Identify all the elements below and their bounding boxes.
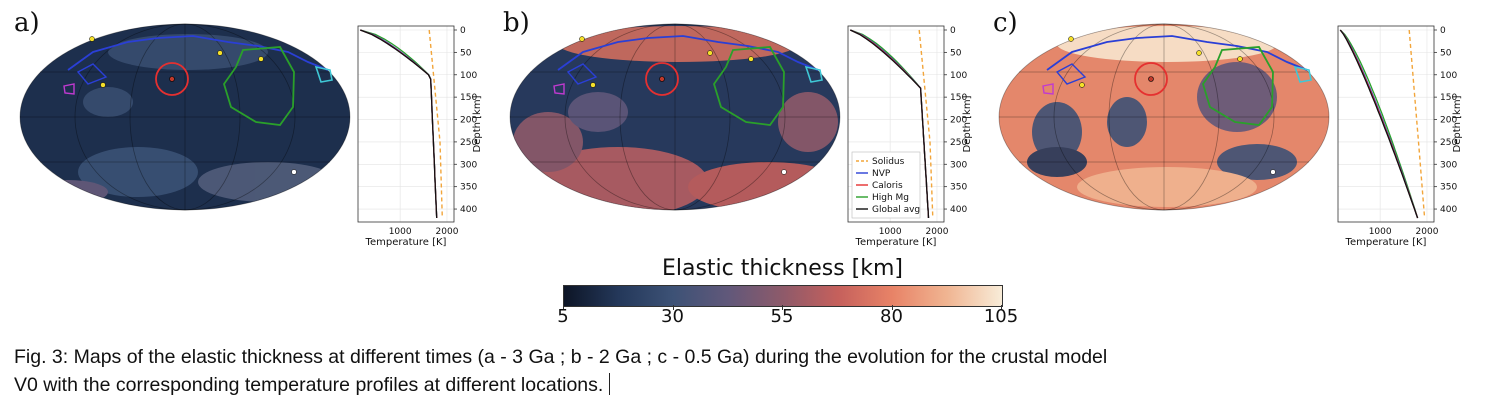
- colorbar-tick-label: 55: [770, 306, 794, 327]
- x-tick-label: 2000: [1416, 227, 1439, 237]
- colorbar-tick-label: 105: [983, 306, 1019, 327]
- colorbar-title: Elastic thickness [km]: [661, 256, 904, 281]
- caloris-outline: [155, 62, 189, 96]
- y-tick-label: 250: [460, 138, 477, 148]
- x-axis-label: Temperature [K]: [855, 237, 937, 248]
- legend-entry: Caloris: [872, 181, 903, 191]
- nvp-curve: [360, 29, 438, 219]
- legend-entry: NVP: [872, 169, 891, 179]
- colorbar-tickmark: [672, 305, 674, 310]
- nvp-outline: [67, 35, 329, 71]
- colorbar-tick-label: 30: [661, 306, 684, 327]
- y-axis-label: Depth [km]: [962, 95, 973, 152]
- x-tick-label: 1000: [1369, 227, 1392, 237]
- temperature-profile-a: 0 50 100 150 200 250 300 350 400 1000 2000 Temper…: [357, 25, 483, 248]
- profile-legend: Solidus NVP Caloris High Mg Global avg: [851, 151, 921, 219]
- y-tick-label: 350: [460, 183, 477, 193]
- text-cursor: [609, 373, 611, 395]
- y-tick-label: 400: [460, 205, 477, 215]
- caption-line-1: Fig. 3: Maps of the elastic thickness at…: [14, 346, 1108, 368]
- colorbar-tick-label: 5: [557, 306, 569, 327]
- y-tick-label: 150: [460, 93, 477, 103]
- caloris-outline: [1134, 62, 1168, 96]
- y-tick-label: 350: [950, 183, 967, 193]
- elastic-thickness-map-a: [19, 23, 351, 211]
- caption-line-2-text: V0 with the corresponding temperature pr…: [14, 374, 604, 396]
- x-tick-label: 1000: [879, 227, 902, 237]
- x-tick-label: 1000: [389, 227, 412, 237]
- y-tick-label: 200: [1440, 116, 1457, 126]
- y-tick-label: 0: [1440, 26, 1446, 36]
- nvp-outline: [1046, 35, 1308, 71]
- y-tick-label: 0: [460, 26, 466, 36]
- temperature-profile-c: 0 50 100 150 200 250 300 350 400 1000 2000 Temper…: [1337, 25, 1463, 248]
- map-thin-regions: [1027, 26, 1297, 207]
- colorbar-tickmark: [1001, 305, 1002, 310]
- nvp-outline: [557, 35, 819, 71]
- graticule: [19, 23, 351, 211]
- nvp-curve: [1339, 29, 1419, 219]
- y-tick-label: 300: [1440, 160, 1457, 170]
- y-axis-label: Depth [km]: [1452, 95, 1463, 152]
- y-tick-label: 250: [950, 138, 967, 148]
- colorbar-tickmark: [563, 305, 564, 310]
- y-tick-label: 400: [1440, 205, 1457, 215]
- caloris-curve: [1339, 29, 1419, 219]
- solidus-curve: [428, 29, 443, 219]
- temperature-profile-b: 0 50 100 150 200 250 300 350 400 1000 2000 Solidu…: [847, 25, 973, 248]
- colorbar-tickmark: [891, 305, 893, 310]
- high-mg-outline: [713, 46, 785, 126]
- solidus-curve: [1408, 29, 1426, 219]
- y-tick-label: 50: [1440, 48, 1452, 58]
- y-tick-label: 150: [1440, 93, 1457, 103]
- high-mg-curve: [1339, 29, 1419, 219]
- high-mg-outline: [1202, 46, 1274, 126]
- x-tick-label: 2000: [436, 227, 459, 237]
- colorbar-tick-label: 80: [880, 306, 903, 327]
- legend-entry: Solidus: [872, 157, 905, 167]
- y-tick-label: 200: [460, 116, 477, 126]
- global-avg-curve: [360, 29, 438, 219]
- solidus-curve: [918, 29, 934, 219]
- y-tick-label: 200: [950, 116, 967, 126]
- y-tick-label: 400: [950, 205, 967, 215]
- y-tick-label: 50: [460, 48, 472, 58]
- panel-label-a: a): [14, 8, 40, 38]
- y-tick-label: 250: [1440, 138, 1457, 148]
- legend-entry: High Mg: [872, 193, 909, 203]
- y-tick-label: 100: [460, 71, 477, 81]
- y-axis-label: Depth [km]: [472, 95, 483, 152]
- graticule: [509, 23, 841, 211]
- y-tick-label: 350: [1440, 183, 1457, 193]
- caption-line-2: V0 with the corresponding temperature pr…: [14, 371, 1494, 399]
- graticule: [998, 23, 1330, 211]
- legend-entry: Global avg: [872, 205, 920, 215]
- y-tick-label: 300: [460, 160, 477, 170]
- figure-caption: Fig. 3: Maps of the elastic thickness at…: [14, 343, 1494, 399]
- sample-points: [1068, 36, 1276, 175]
- y-tick-label: 100: [950, 71, 967, 81]
- sample-points: [579, 36, 787, 175]
- high-mg-curve: [360, 29, 438, 219]
- panel-label-c: c): [993, 8, 1018, 38]
- global-avg-curve: [1339, 29, 1419, 219]
- panel-label-b: b): [503, 8, 530, 38]
- y-tick-label: 50: [950, 48, 962, 58]
- sample-points: [89, 36, 297, 175]
- y-tick-label: 100: [1440, 71, 1457, 81]
- y-tick-label: 150: [950, 93, 967, 103]
- x-axis-label: Temperature [K]: [365, 237, 447, 248]
- high-mg-outline: [223, 46, 295, 126]
- x-tick-label: 2000: [926, 227, 949, 237]
- caloris-curve: [360, 29, 438, 219]
- global-avg-curve: [850, 29, 930, 219]
- x-axis-label: Temperature [K]: [1345, 237, 1427, 248]
- elastic-thickness-map-b: [509, 23, 841, 211]
- elastic-thickness-map-c: [998, 23, 1330, 211]
- y-tick-label: 0: [950, 26, 956, 36]
- y-tick-label: 300: [950, 160, 967, 170]
- caloris-outline: [645, 62, 679, 96]
- colorbar: [563, 285, 1003, 307]
- colorbar-tickmark: [782, 305, 783, 310]
